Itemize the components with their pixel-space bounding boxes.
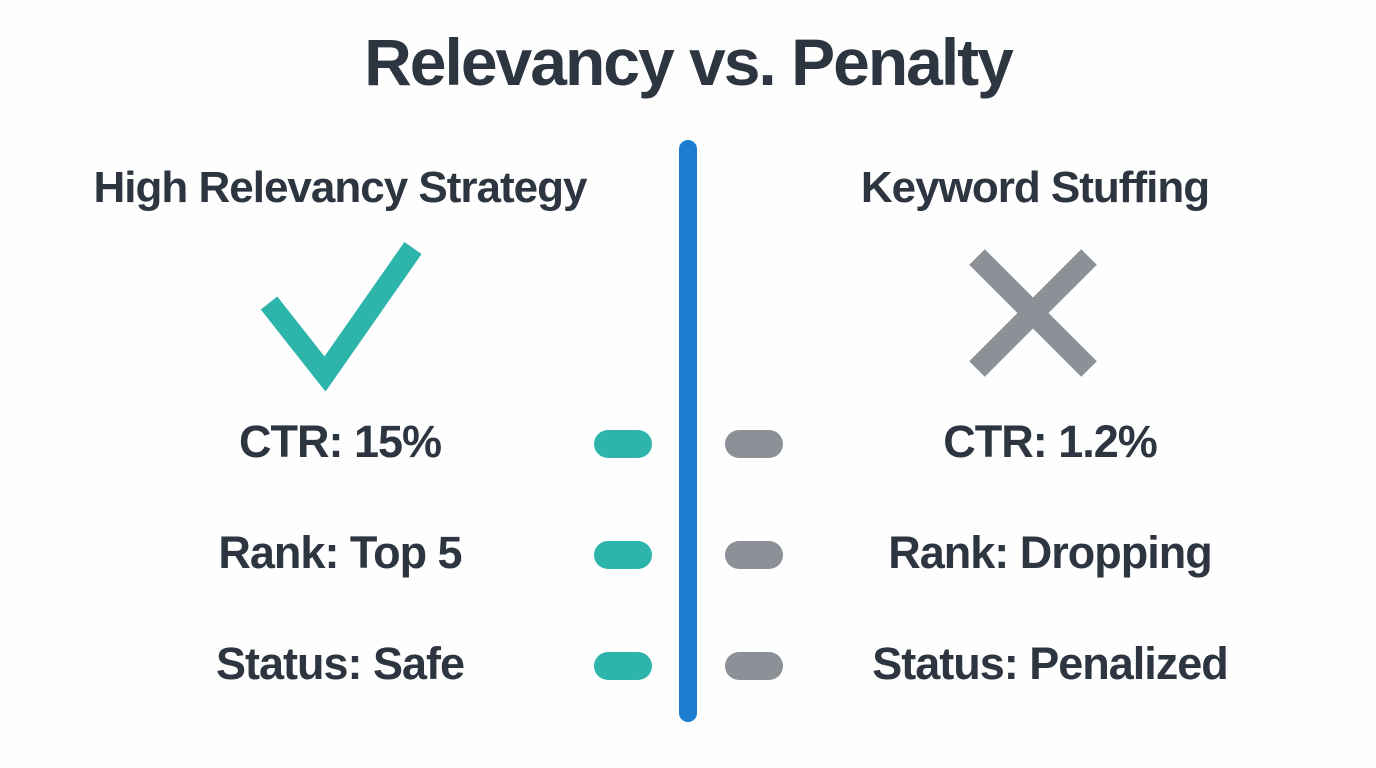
- left-pill-marker-status: [594, 652, 652, 680]
- x-icon: [969, 249, 1097, 377]
- stat-left-status: Status: Safe: [215, 638, 465, 689]
- check-icon: [260, 241, 422, 391]
- right-pill-marker-ctr: [725, 430, 783, 458]
- stat-left-ctr: CTR: 15%: [238, 416, 442, 467]
- stat-right-ctr: CTR: 1.2%: [943, 416, 1158, 467]
- stat-right-status: Status: Penalized: [872, 638, 1229, 689]
- page-title: Relevancy vs. Penalty: [364, 25, 1014, 99]
- right-column-header: Keyword Stuffing: [860, 163, 1210, 212]
- check-stroke: [260, 241, 422, 391]
- left-column-header: High Relevancy Strategy: [93, 163, 588, 212]
- stat-left-rank: Rank: Top 5: [218, 527, 462, 578]
- right-pill-marker-status: [725, 652, 783, 680]
- vertical-divider: [679, 140, 697, 722]
- right-pill-marker-rank: [725, 541, 783, 569]
- left-pill-marker-ctr: [594, 430, 652, 458]
- x-stroke: [969, 249, 1097, 377]
- left-pill-marker-rank: [594, 541, 652, 569]
- stat-right-rank: Rank: Dropping: [888, 527, 1212, 578]
